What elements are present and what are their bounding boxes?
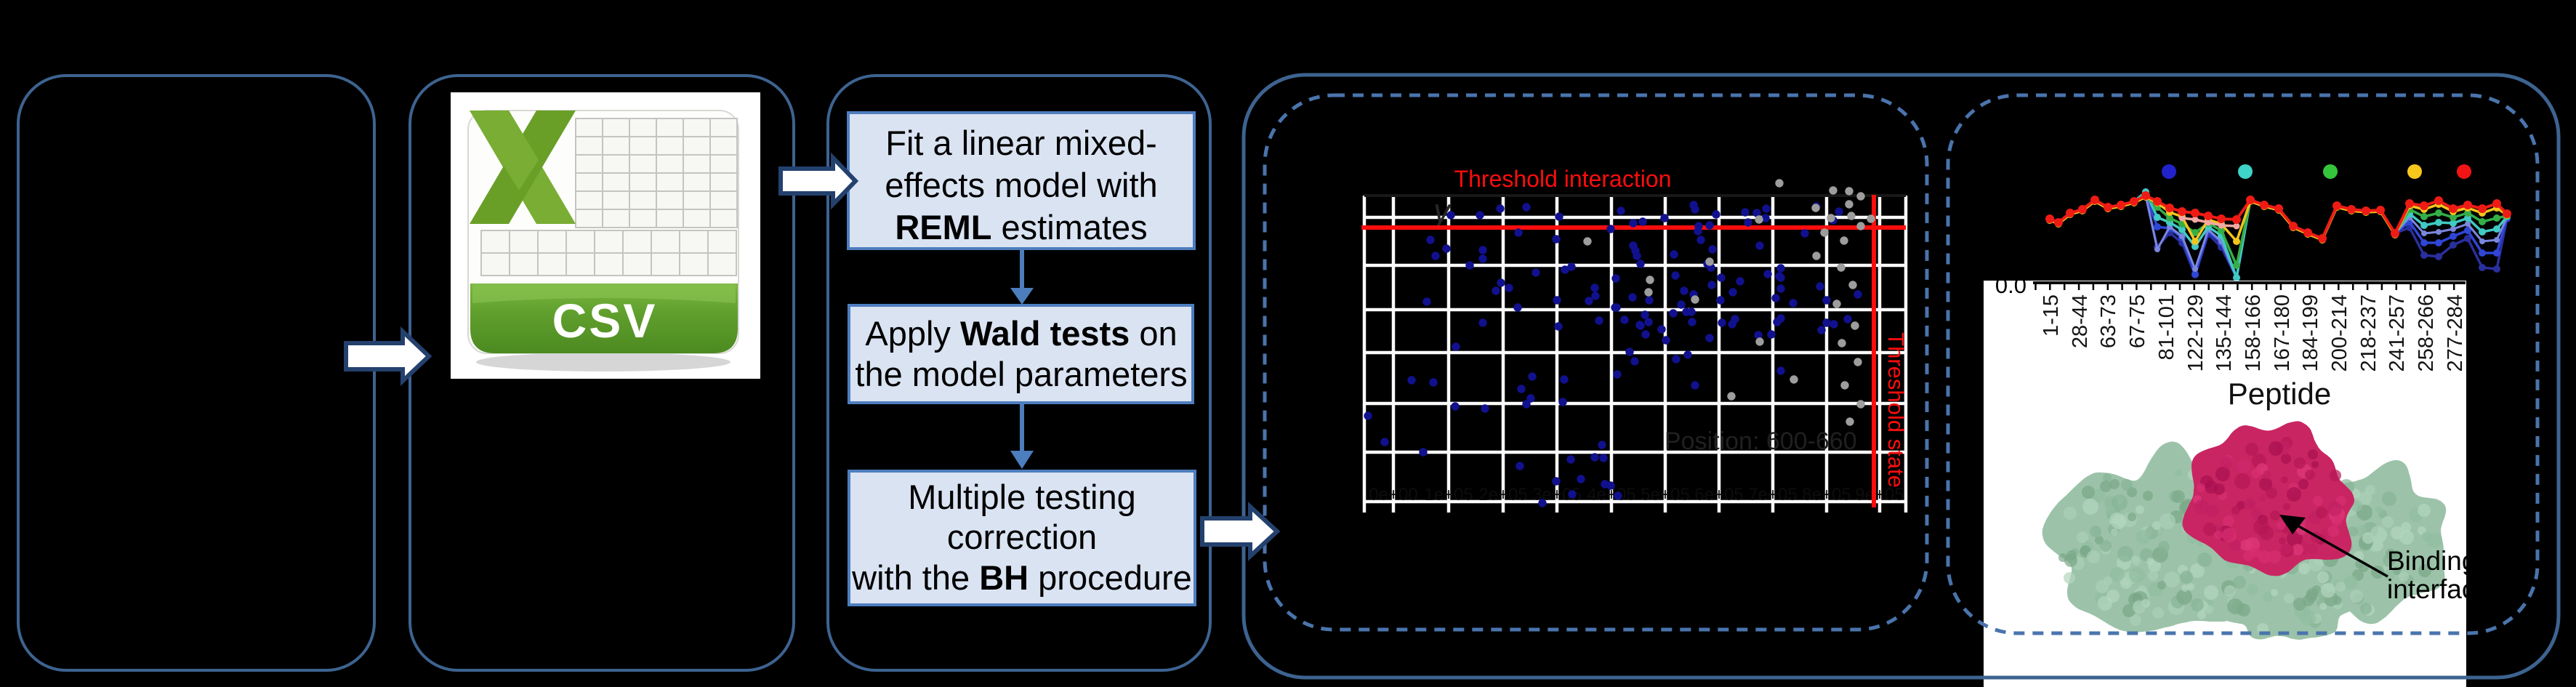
svg-text:158-166: 158-166: [2242, 294, 2265, 371]
svg-text:63-73: 63-73: [2097, 294, 2120, 348]
svg-text:0.0: 0.0: [1995, 273, 2026, 298]
svg-text:9e+05: 9e+05: [1855, 485, 1904, 505]
svg-text:200-214: 200-214: [2328, 294, 2351, 371]
svg-text:122-129: 122-129: [2184, 294, 2207, 371]
svg-text:the model parameters: the model parameters: [855, 355, 1187, 393]
svg-text:Apply Wald tests on: Apply Wald tests on: [865, 314, 1177, 353]
svg-text:CSV: CSV: [552, 294, 658, 347]
svg-text:218-237: 218-237: [2357, 294, 2380, 371]
svg-text:0e+00: 0e+00: [1369, 485, 1417, 505]
svg-text:8e+05: 8e+05: [1802, 485, 1851, 505]
svg-text:correction: correction: [947, 518, 1097, 556]
svg-text:184-199: 184-199: [2299, 294, 2322, 371]
svg-text:277-284: 277-284: [2444, 294, 2467, 371]
svg-text:135-144: 135-144: [2213, 294, 2236, 371]
svg-text:interface: interface: [2387, 574, 2490, 604]
svg-text:y: y: [1431, 192, 1452, 230]
svg-text:Multiple testing: Multiple testing: [908, 478, 1136, 516]
svg-text:effects model with: effects model with: [885, 166, 1157, 204]
svg-text:1-15: 1-15: [2040, 294, 2063, 337]
svg-text:with the BH procedure: with the BH procedure: [851, 558, 1192, 597]
svg-text:81-101: 81-101: [2155, 294, 2178, 360]
svg-text:2e+05: 2e+05: [1478, 485, 1527, 505]
svg-text:6e+05: 6e+05: [1694, 485, 1743, 505]
svg-text:REML estimates: REML estimates: [895, 208, 1147, 246]
svg-text:1e+05: 1e+05: [1424, 485, 1473, 505]
svg-text:167-180: 167-180: [2271, 294, 2294, 371]
svg-text:Peptide: Peptide: [2228, 377, 2331, 411]
svg-text:7e+05: 7e+05: [1748, 485, 1797, 505]
svg-text:241-257: 241-257: [2386, 294, 2409, 371]
svg-text:Fit a linear mixed-: Fit a linear mixed-: [885, 124, 1157, 162]
svg-text:5e+05: 5e+05: [1641, 485, 1689, 505]
svg-text:67-75: 67-75: [2126, 294, 2149, 348]
svg-text:Threshold interaction: Threshold interaction: [1454, 166, 1672, 192]
svg-text:28-44: 28-44: [2069, 294, 2092, 348]
svg-text:Threshold state: Threshold state: [1883, 332, 1909, 488]
svg-text:Position: 600-660: Position: 600-660: [1665, 427, 1857, 455]
svg-text:258-266: 258-266: [2415, 294, 2438, 371]
svg-text:Binding: Binding: [2387, 546, 2476, 576]
